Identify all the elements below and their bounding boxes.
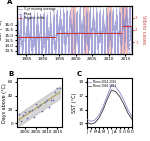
Point: [33, 116, 35, 118]
Y-axis label: SST (°C): SST (°C): [72, 92, 77, 113]
Text: C: C: [77, 71, 82, 77]
Bar: [71, 6, 75, 54]
Text: B: B: [8, 71, 14, 77]
Point: [26, 117, 28, 119]
Point: [50, 99, 52, 101]
Point: [37, 106, 39, 108]
Bar: [107, 6, 111, 54]
Point: [52, 99, 54, 101]
Bar: [123, 6, 127, 54]
Bar: [84, 6, 88, 54]
Legend: Mean 2014-2016, Mean 1982-2013: Mean 2014-2016, Mean 1982-2013: [88, 80, 116, 88]
Point: [58, 87, 61, 90]
Text: A: A: [7, 0, 13, 5]
Point: [35, 103, 37, 105]
Point: [43, 101, 46, 103]
Y-axis label: SST (°C): SST (°C): [0, 20, 3, 40]
Point: [39, 104, 41, 106]
Y-axis label: Vibrio cases: Vibrio cases: [141, 15, 146, 45]
Point: [48, 105, 50, 108]
Point: [56, 87, 59, 89]
Point: [41, 110, 44, 113]
Point: [24, 111, 26, 113]
Y-axis label: Days above (°C): Days above (°C): [2, 83, 7, 123]
Point: [17, 113, 20, 115]
Point: [20, 120, 22, 122]
Point: [30, 108, 33, 111]
Bar: [120, 6, 124, 54]
Point: [22, 114, 24, 116]
Legend: 5-yr moving average, Mean, Regime shifts: 5-yr moving average, Mean, Regime shifts: [18, 7, 56, 20]
Point: [54, 91, 57, 93]
Point: [45, 99, 48, 101]
Point: [28, 110, 31, 112]
